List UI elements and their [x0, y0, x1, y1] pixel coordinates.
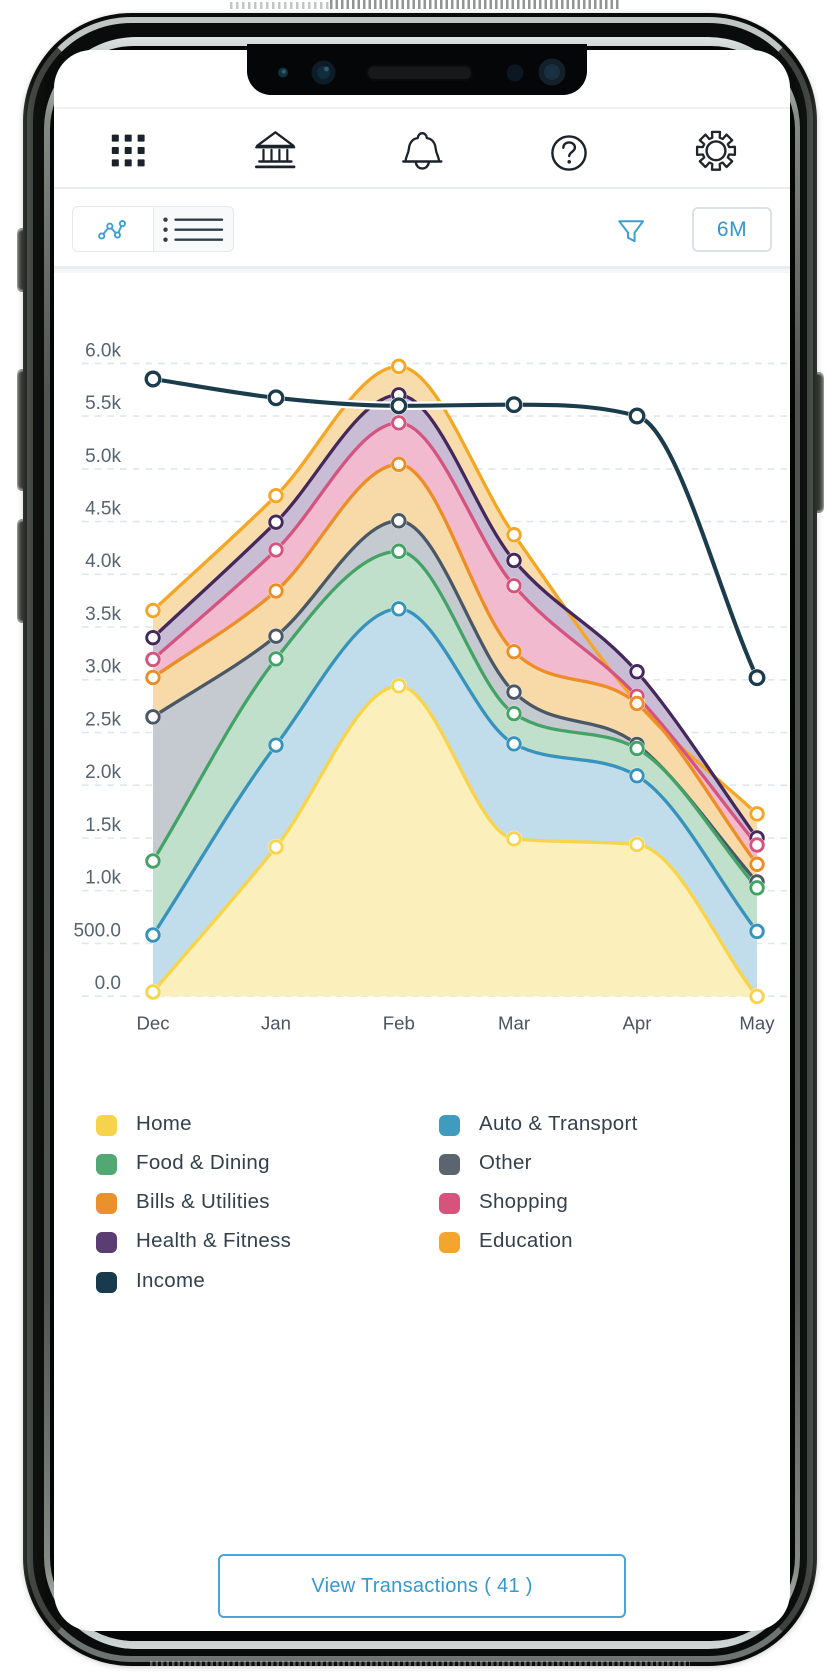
svg-text:3.0k: 3.0k — [85, 657, 121, 678]
svg-text:2.0k: 2.0k — [85, 762, 121, 783]
svg-text:May: May — [739, 1013, 775, 1034]
svg-text:2.5k: 2.5k — [85, 709, 121, 730]
svg-text:Mar: Mar — [498, 1013, 530, 1034]
svg-text:5.5k: 5.5k — [85, 393, 121, 414]
svg-text:Apr: Apr — [623, 1013, 652, 1034]
svg-text:4.5k: 4.5k — [85, 499, 121, 520]
svg-text:Feb: Feb — [383, 1013, 415, 1034]
svg-text:3.5k: 3.5k — [85, 604, 121, 625]
svg-text:1.0k: 1.0k — [85, 868, 121, 889]
svg-text:Dec: Dec — [136, 1013, 169, 1034]
svg-text:6.0k: 6.0k — [85, 340, 121, 361]
svg-text:5.0k: 5.0k — [85, 446, 121, 467]
svg-text:1.5k: 1.5k — [85, 815, 121, 836]
svg-text:4.0k: 4.0k — [85, 551, 121, 572]
svg-text:0.0: 0.0 — [95, 973, 121, 994]
svg-text:500.0: 500.0 — [73, 920, 121, 941]
svg-text:Jan: Jan — [261, 1013, 291, 1034]
